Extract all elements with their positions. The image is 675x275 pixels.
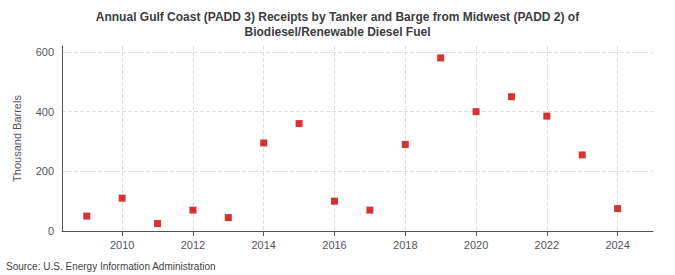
- svg-text:Annual Gulf Coast (PADD 3) Rec: Annual Gulf Coast (PADD 3) Receipts by T…: [96, 10, 580, 24]
- svg-text:2022: 2022: [535, 239, 559, 251]
- svg-text:2016: 2016: [322, 239, 346, 251]
- svg-text:Source: U.S. Energy Informatio: Source: U.S. Energy Information Administ…: [6, 261, 216, 272]
- svg-text:600: 600: [36, 46, 54, 58]
- svg-text:400: 400: [36, 106, 54, 118]
- svg-text:200: 200: [36, 165, 54, 177]
- svg-text:0: 0: [48, 225, 54, 237]
- svg-text:Thousand Barrels: Thousand Barrels: [11, 95, 23, 182]
- svg-text:2012: 2012: [181, 239, 205, 251]
- svg-text:2018: 2018: [393, 239, 417, 251]
- svg-text:Biodiesel/Renewable Diesel Fue: Biodiesel/Renewable Diesel Fuel: [244, 25, 430, 39]
- svg-text:2010: 2010: [110, 239, 134, 251]
- svg-text:2024: 2024: [605, 239, 629, 251]
- svg-text:2014: 2014: [251, 239, 275, 251]
- svg-text:2020: 2020: [464, 239, 488, 251]
